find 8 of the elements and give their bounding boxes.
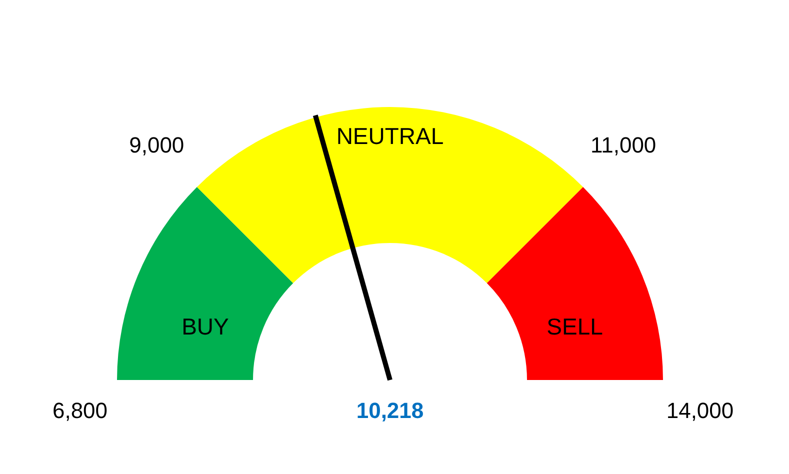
slice-label: BUY bbox=[182, 314, 229, 340]
text: 14,000 bbox=[666, 398, 734, 423]
text: 6,800 bbox=[52, 398, 108, 423]
text: 11,000 bbox=[590, 132, 656, 158]
text: 9,000 bbox=[129, 132, 184, 158]
slice-label: SELL bbox=[546, 314, 604, 340]
slice-label: NEUTRAL bbox=[336, 123, 444, 150]
text: 10,218 bbox=[356, 398, 424, 423]
